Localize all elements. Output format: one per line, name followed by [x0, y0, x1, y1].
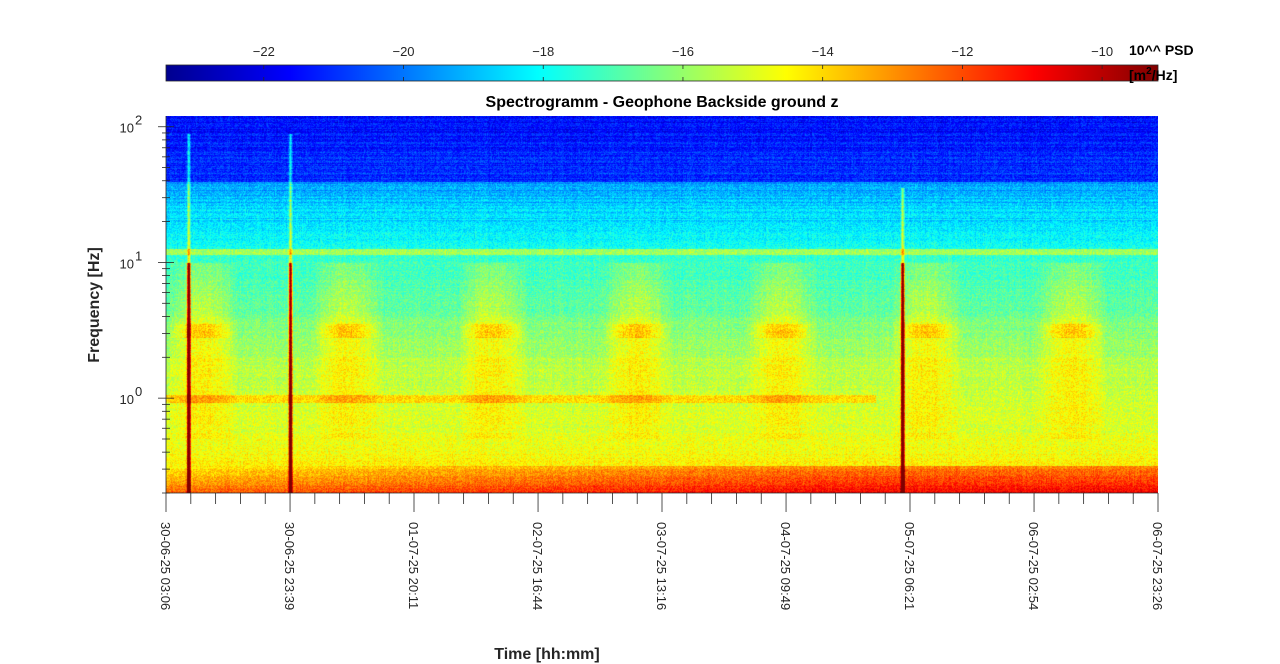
colorbar-tick-label: −16 — [672, 44, 694, 59]
colorbar-gradient — [165, 64, 1159, 82]
y-tick-label: 10 — [120, 392, 134, 407]
colorbar-tick-label: −10 — [1091, 44, 1113, 59]
colorbar-tick-label: −14 — [812, 44, 834, 59]
colorbar-tick-label: −22 — [253, 44, 275, 59]
colorbar-ticks: −22 −20 −18 −16 −14 −12 −10 — [253, 44, 1113, 81]
colorbar-tick-label: −18 — [532, 44, 554, 59]
x-tick-label: 05-07-25 06:21 — [902, 522, 917, 610]
y-tick-label: 10 — [120, 121, 134, 136]
y-tick-exponent: 0 — [135, 384, 142, 399]
y-tick-exponent: 2 — [135, 113, 142, 128]
y-tick-label: 10 — [120, 256, 134, 271]
x-tick-label: 03-07-25 13:16 — [654, 522, 669, 610]
x-tick-label: 02-07-25 16:44 — [530, 522, 545, 610]
x-tick-label: 01-07-25 20:11 — [406, 522, 421, 609]
colorbar-unit-superscript: 2 — [1146, 66, 1152, 77]
colorbar-unit-start: [m — [1129, 67, 1146, 83]
y-axis-title: Frequency [Hz] — [86, 247, 103, 363]
x-tick-label: 30-06-25 03:06 — [158, 522, 173, 610]
colorbar-label: 10^^ PSD — [1129, 42, 1194, 58]
y-tick-exponent: 1 — [135, 248, 142, 263]
x-tick-label: 06-07-25 02:54 — [1026, 522, 1041, 610]
x-tick-label: 06-07-25 23:26 — [1150, 522, 1165, 610]
colorbar-tick-label: −20 — [392, 44, 414, 59]
x-tick-label: 30-06-25 23:39 — [282, 522, 297, 610]
heatmap-container — [166, 116, 1158, 493]
x-axis-ticks: 30-06-25 03:06 30-06-25 23:39 01-07-25 20:… — [158, 493, 1165, 610]
colorbar-unit: [m2/Hz] — [1129, 66, 1177, 83]
colorbar-tick-label: −12 — [951, 44, 973, 59]
x-tick-label: 04-07-25 09:49 — [778, 522, 793, 610]
colorbar: −22 −20 −18 −16 −14 −12 −10 10^^ PSD [m2/Hz] — [165, 42, 1194, 83]
colorbar-unit-end: /Hz] — [1152, 67, 1178, 83]
x-axis-title: Time [hh:mm] — [494, 646, 599, 663]
chart-title: Spectrogramm - Geophone Backside ground … — [486, 94, 839, 111]
heatmap-canvas — [166, 116, 1158, 493]
